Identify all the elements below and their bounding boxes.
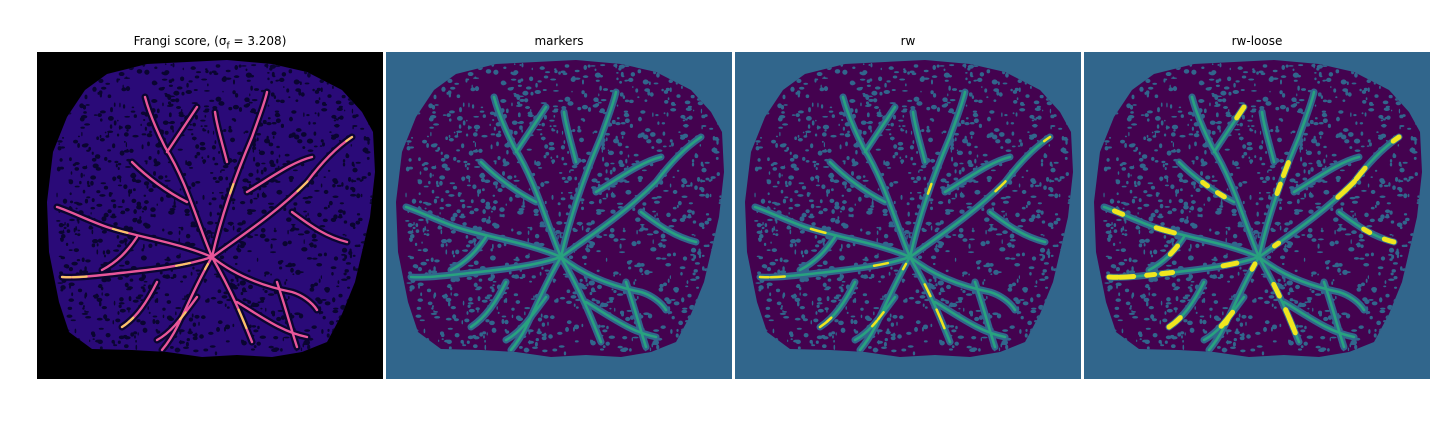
- panel-title: rw: [900, 34, 916, 48]
- frangi-score-image: [37, 52, 383, 379]
- panel-frangi-score: Frangi score, (σf = 3.208): [37, 30, 383, 379]
- panel-markers: markers: [386, 30, 732, 379]
- panel-rw: rw: [735, 30, 1081, 379]
- rw-image: [735, 52, 1081, 379]
- panel-title: rw-loose: [1231, 34, 1283, 48]
- rw-loose-image: [1084, 52, 1430, 379]
- markers-image: [386, 52, 732, 379]
- panel-title: Frangi score, (σf = 3.208): [133, 34, 287, 52]
- panel-rw-loose: rw-loose: [1084, 30, 1430, 379]
- panel-title: markers: [534, 34, 584, 48]
